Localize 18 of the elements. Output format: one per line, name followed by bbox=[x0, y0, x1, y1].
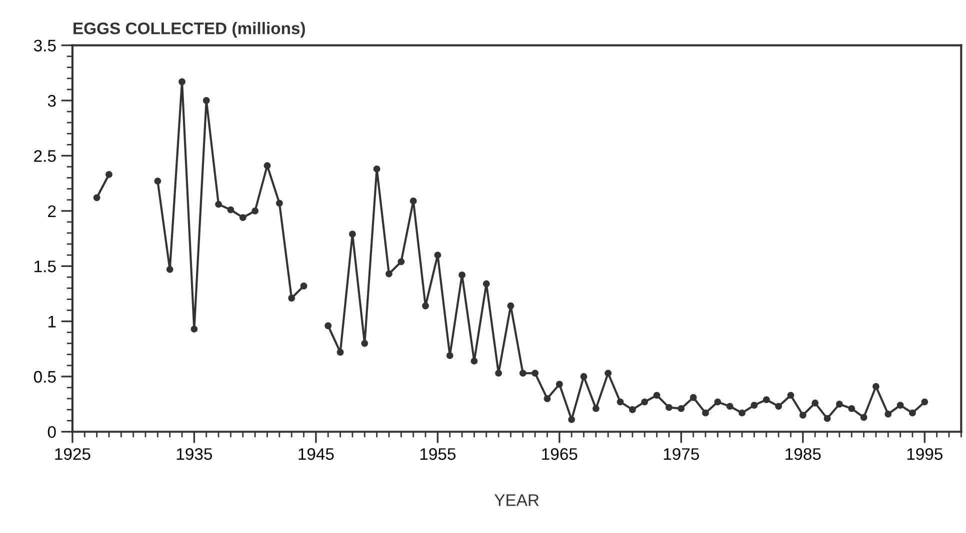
x-tick-label: 1975 bbox=[664, 448, 700, 460]
y-tick-label: 1 bbox=[48, 316, 56, 328]
y-tick-label: 2 bbox=[48, 205, 56, 217]
y-tick-label: 0.5 bbox=[34, 370, 56, 383]
x-tick-label: 1935 bbox=[176, 448, 212, 460]
x-tick-label: 1955 bbox=[420, 448, 456, 460]
x-tick-label: 1985 bbox=[786, 448, 821, 460]
x-axis-title: YEAR bbox=[494, 494, 539, 506]
y-tick-label: 3.5 bbox=[34, 40, 56, 52]
y-tick-label: 0 bbox=[48, 426, 56, 438]
x-tick-label: 1945 bbox=[298, 448, 334, 460]
y-tick-label: 1.5 bbox=[34, 260, 56, 272]
x-tick-label: 1925 bbox=[55, 448, 90, 460]
x-tick-label: 1965 bbox=[542, 448, 578, 460]
y-axis-title: EGGS COLLECTED (millions) bbox=[74, 22, 305, 38]
y-tick-label: 3 bbox=[48, 94, 56, 107]
x-tick-label: 1995 bbox=[907, 448, 942, 460]
y-tick-label: 2.5 bbox=[34, 150, 56, 162]
